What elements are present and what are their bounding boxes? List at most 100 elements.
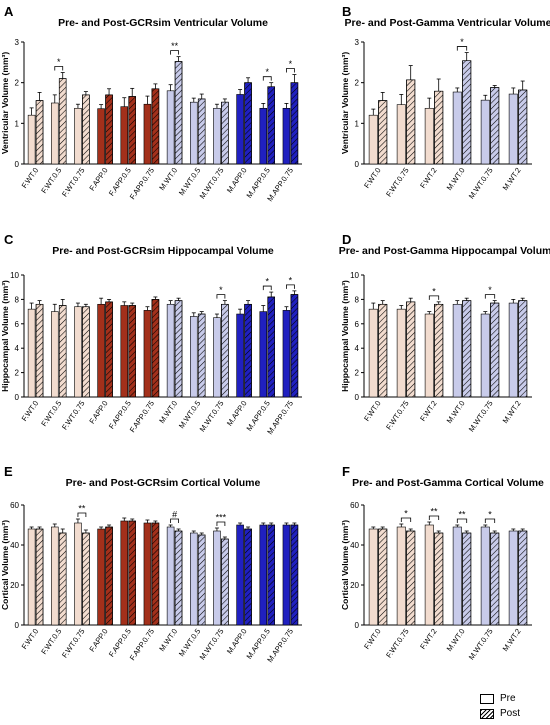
bar-pre: [452, 303, 462, 398]
y-axis-label: Hippocampal Volume (mm³): [0, 280, 10, 392]
y-axis-label: Ventricular Volume (mm³): [340, 52, 350, 155]
bar-pre: [480, 313, 490, 398]
bar-post-hatch: [267, 86, 275, 165]
bar-post-hatch: [58, 78, 67, 165]
bar-pre: [97, 528, 105, 626]
y-tick-label: 6: [15, 320, 20, 329]
significance-label: *: [460, 37, 464, 47]
chart-title: Pre- and Post-Gamma Hippocampal Volume: [339, 245, 550, 257]
bar-pre: [27, 308, 36, 398]
bar-pre: [27, 528, 36, 626]
bar-pre: [120, 520, 129, 626]
bar-post-hatch: [518, 530, 528, 626]
legend-label-post: Post: [500, 708, 521, 719]
bar-post-hatch: [490, 532, 500, 626]
y-tick-label: 60: [350, 501, 359, 510]
y-axis-label: Cortical Volume (mm³): [0, 520, 10, 610]
bar-pre: [27, 114, 36, 165]
significance-label: **: [430, 507, 438, 517]
x-tick-label: F.WT.0.5: [39, 399, 63, 428]
y-tick-label: 40: [350, 541, 359, 550]
y-axis-label: Hippocampal Volume (mm³): [340, 280, 350, 392]
x-tick-label: F.APP.0: [87, 627, 109, 654]
x-tick-label: M.WT.0: [157, 399, 179, 425]
y-tick-label: 3: [15, 38, 20, 47]
panel-c: C Pre- and Post-GCRsim Hippocampal Volume…: [0, 232, 302, 436]
significance-label: *: [57, 57, 61, 67]
bar-post-hatch: [378, 100, 388, 165]
x-tick-label: M.WT.0: [445, 399, 467, 425]
bar-pre: [236, 313, 244, 398]
bar-post-hatch: [151, 299, 160, 398]
bar-post-hatch: [105, 301, 113, 398]
panel-letter: C: [4, 232, 14, 247]
significance-bracket: [216, 294, 226, 299]
y-tick-label: 60: [10, 501, 19, 510]
bar-post-hatch: [174, 530, 183, 626]
bar-post-hatch: [490, 87, 500, 165]
bar-post-hatch: [406, 79, 416, 165]
significance-label: *: [265, 277, 269, 287]
bar-pre: [396, 308, 406, 398]
bar-post-hatch: [434, 90, 444, 165]
x-tick-label: M.APP.0: [225, 166, 249, 195]
significance-label: *: [289, 59, 293, 69]
y-tick-label: 3: [355, 38, 360, 47]
x-tick-label: F.WT.0.75: [384, 166, 410, 198]
x-tick-label: M.WT.0.75: [467, 399, 495, 434]
significance-bracket: [262, 285, 272, 291]
bar-post-hatch: [406, 301, 416, 398]
bar-pre: [120, 106, 129, 165]
bar-post-hatch: [490, 302, 500, 398]
bar-post-hatch: [35, 100, 44, 165]
x-tick-label: M.WT.0: [445, 627, 467, 653]
significance-bracket: [484, 294, 496, 299]
bar-pre: [424, 313, 434, 398]
bar-pre: [259, 311, 268, 398]
bar-post-hatch: [518, 300, 528, 398]
y-tick-label: 4: [355, 344, 360, 353]
bar-post-hatch: [197, 98, 206, 165]
significance-bracket: [77, 512, 87, 517]
bar-pre: [368, 528, 378, 626]
bar-post-hatch: [406, 530, 416, 626]
bar-post-hatch: [290, 82, 299, 165]
y-tick-label: 8: [15, 295, 20, 304]
y-tick-label: 10: [10, 271, 19, 280]
significance-label: *: [488, 285, 492, 295]
bar-post-hatch: [221, 101, 229, 165]
bar-pre: [190, 532, 198, 626]
x-tick-label: F.APP.0: [87, 166, 109, 193]
bar-pre: [452, 526, 462, 626]
significance-bracket: [54, 66, 64, 71]
x-tick-label: M.WT.0: [157, 166, 179, 192]
bar-post-hatch: [128, 96, 136, 165]
chart-title: Pre- and Post-GCRsim Hippocampal Volume: [52, 245, 274, 257]
bar-post-hatch: [151, 88, 160, 165]
significance-bracket: [428, 295, 440, 300]
x-tick-label: F.WT.0: [20, 627, 41, 651]
bar-post-hatch: [82, 94, 90, 165]
y-tick-label: 20: [10, 581, 19, 590]
significance-bracket: [428, 515, 440, 520]
y-tick-label: 2: [15, 369, 20, 378]
significance-bracket: [484, 518, 496, 523]
bar-post-hatch: [462, 60, 472, 165]
significance-bracket: [286, 284, 295, 289]
bar-post-hatch: [174, 300, 183, 398]
x-tick-label: F.WT.0.75: [60, 627, 86, 659]
chart-title: Pre- and Post-GCRsim Cortical Volume: [66, 477, 261, 489]
bar-pre: [480, 99, 490, 165]
bar-pre: [236, 524, 244, 626]
bar-pre: [368, 308, 378, 398]
x-tick-label: M.APP.0: [225, 399, 249, 428]
panel-e: E Pre- and Post-GCRsim Cortical Volume 0 20…: [0, 464, 302, 664]
y-axis-label: Ventricular Volume (mm³): [0, 52, 10, 155]
bar-post-hatch: [197, 534, 206, 626]
bar-post-hatch: [434, 303, 444, 398]
bar-pre: [50, 311, 59, 398]
x-tick-label: F.APP.0: [87, 399, 109, 426]
y-tick-label: 8: [355, 295, 360, 304]
significance-bracket: [286, 68, 295, 73]
bar-post-hatch: [267, 524, 275, 626]
